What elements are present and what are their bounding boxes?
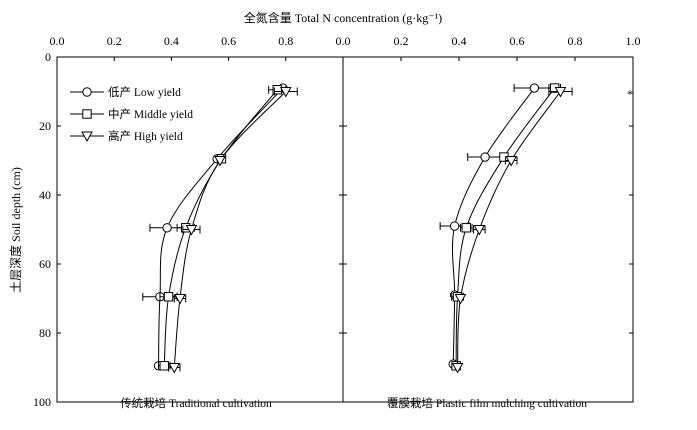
axis-tick-labels: 0.0 0.2 0.4 0.6 0.8 0.0 0.2 0.4 0.6 0.8 1.0 0 20 40 60… — [33, 34, 641, 409]
panel-label-film-mulching: 覆膜栽培 Plastic film mulching cultivation — [387, 396, 587, 410]
y-tick-label: 40 — [39, 188, 51, 202]
legend-label: 低产 Low yield — [108, 85, 181, 99]
y-tick-label: 0 — [45, 50, 51, 64]
data-point — [214, 156, 226, 167]
y-tick-label: 100 — [33, 395, 51, 409]
y-tick-label: 80 — [39, 326, 51, 340]
data-point — [451, 363, 464, 374]
data-point — [162, 223, 172, 233]
x-tick-label: 0.8 — [278, 34, 293, 48]
legend-marker — [82, 109, 92, 119]
data-point — [159, 361, 169, 371]
x-tick-label: 0.2 — [394, 34, 409, 48]
legend-marker — [81, 131, 93, 143]
panel-film-mulching — [439, 83, 573, 374]
data-point — [529, 83, 540, 93]
x-tick-label: 0.4 — [164, 34, 179, 48]
panel-traditional — [142, 83, 298, 374]
data-point — [279, 87, 292, 98]
x-tick-label: 0.4 — [452, 34, 467, 48]
x-tick-label: 1.0 — [626, 34, 641, 48]
data-point — [454, 294, 467, 305]
data-point — [554, 87, 567, 98]
x-tick-label: 0.0 — [50, 34, 65, 48]
data-point — [449, 221, 460, 231]
legend: 低产 Low yield 中产 Middle yield 高产 High yield — [70, 85, 193, 143]
data-point — [174, 294, 186, 305]
x-tick-label: 0.8 — [568, 34, 583, 48]
series-curve — [457, 91, 561, 368]
y-axis-title: 土层深度 Soil depth (cm) — [8, 167, 23, 293]
data-point — [505, 156, 518, 167]
axis-ticks — [56, 56, 634, 403]
legend-marker — [82, 87, 92, 97]
data-point — [480, 152, 490, 162]
y-tick-label: 20 — [39, 119, 51, 133]
data-point — [473, 225, 486, 236]
legend-label: 高产 High yield — [108, 129, 183, 143]
x-tick-label: 0.6 — [221, 34, 236, 48]
data-point — [163, 292, 174, 302]
data-point — [168, 363, 181, 374]
x-tick-label: 0.6 — [510, 34, 525, 48]
y-tick-label: 60 — [39, 257, 51, 271]
significance-annotation: * — [627, 87, 633, 101]
x-tick-label: 0.0 — [336, 34, 351, 48]
data-point — [185, 225, 198, 236]
data-point — [461, 223, 471, 233]
panel-label-traditional: 传统栽培 Traditional cultivation — [120, 396, 272, 410]
legend-label: 中产 Middle yield — [108, 107, 193, 121]
x-tick-label: 0.2 — [107, 34, 122, 48]
data-point — [272, 85, 282, 95]
chart-title: 全氮含量 Total N concentration (g·kg⁻¹) — [244, 10, 442, 25]
